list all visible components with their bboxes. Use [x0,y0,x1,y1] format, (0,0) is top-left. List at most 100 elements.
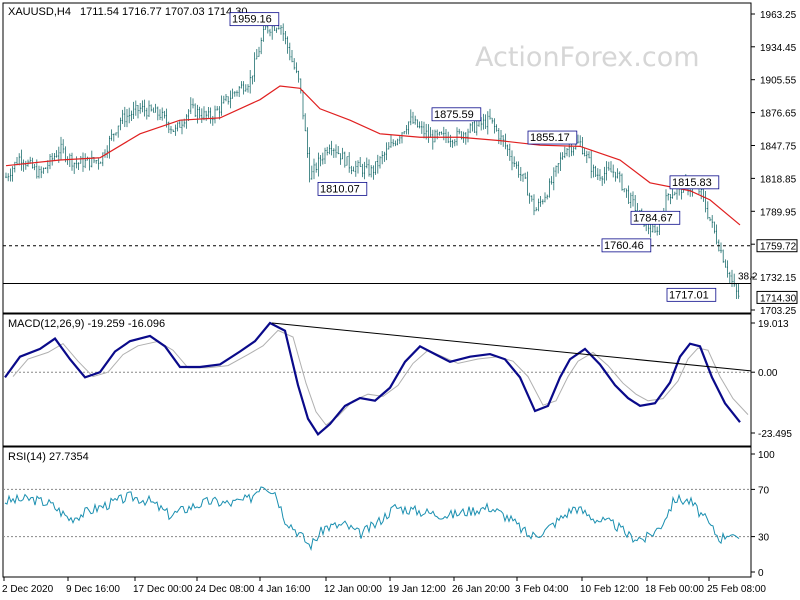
candle [209,107,212,124]
candle [304,113,306,132]
price-annotation: 1959.16 [232,14,272,26]
candle [198,106,201,119]
candle [99,161,102,164]
price-tick-label: 1934.45 [760,43,797,54]
price-tick-label: 1789.95 [760,207,797,218]
candle [550,176,553,185]
candle [399,135,401,144]
price-annotation: 1855.17 [530,132,570,144]
x-tick-label: 25 Feb 08:00 [707,584,766,595]
candle [555,165,557,177]
moving-average-line [5,85,741,226]
candle [729,271,731,284]
candle [390,134,392,148]
x-tick-label: 9 Dec 16:00 [66,584,120,595]
macd-panel [2,313,752,447]
candle [53,153,56,161]
candle [344,151,346,168]
candle [621,173,623,191]
candle [713,221,716,234]
candle [267,25,269,34]
rsi-tick-label: 70 [758,485,770,496]
candle [126,108,128,128]
candle [363,161,366,180]
rsi-tick-label: 100 [758,450,775,461]
candle [108,135,111,159]
ohlc-label: 1711.54 1716.77 1707.03 1714.30 [80,6,247,18]
candle [110,129,113,141]
candle [262,24,265,42]
candle [7,173,9,182]
candle [704,190,707,213]
candle [572,147,575,156]
candle [51,153,53,166]
candle [308,147,311,183]
candle [667,193,669,201]
candle [95,160,97,164]
candle [388,142,390,150]
price-tick-label: 1703.25 [760,306,797,317]
candle [361,163,364,178]
candle [350,165,353,175]
candle [40,166,42,179]
candle [335,144,337,158]
candle [242,81,245,95]
watermark: ActionForex.com [475,42,700,73]
candle [577,134,579,144]
rsi-line [4,486,740,552]
candle [418,121,421,129]
candle [348,152,350,173]
candle [674,191,676,196]
price-tick-label: 1847.75 [760,141,797,152]
candle [311,165,313,180]
candle [372,165,375,180]
candle [581,137,584,155]
candle [192,98,194,109]
candle [227,96,229,105]
price-annotation-box [431,107,482,122]
x-tick-label: 24 Dec 08:00 [195,584,255,595]
candle [220,95,223,116]
candle [429,127,432,138]
candle [317,152,320,177]
candle [75,156,78,169]
candle [451,139,454,148]
candle [297,70,300,83]
candle [278,25,280,30]
chart-title: XAUUSD,H4 1711.54 1716.77 1707.03 1714.3… [8,6,247,18]
candle [218,106,221,120]
candle [14,161,16,173]
candle [293,58,295,70]
x-tick-label: 12 Jan 00:00 [324,584,382,595]
candle [542,199,544,205]
candle [403,131,405,135]
candle [517,161,520,178]
candle [379,156,381,169]
candle [71,152,73,171]
candle [700,187,702,200]
x-tick-label: 18 Feb 00:00 [645,584,704,595]
x-tick-label: 17 Dec 00:00 [133,584,193,595]
candle [614,171,617,182]
candle [84,153,86,169]
candle [25,160,27,170]
candle [284,31,287,45]
candle [69,153,71,167]
candle [498,128,500,145]
price-annotation-box [669,175,720,190]
candle [394,140,397,147]
candle [225,93,227,102]
price-tick-label: 1905.55 [760,76,797,87]
candle [407,121,410,135]
candle [509,143,511,161]
candle [522,173,524,182]
candle [610,161,612,173]
macd-line [4,321,741,436]
candle [535,207,537,212]
candle [427,124,430,143]
candle [597,168,599,181]
candle [124,106,126,128]
candle [656,226,658,236]
candle [603,166,606,184]
candle [161,107,163,121]
